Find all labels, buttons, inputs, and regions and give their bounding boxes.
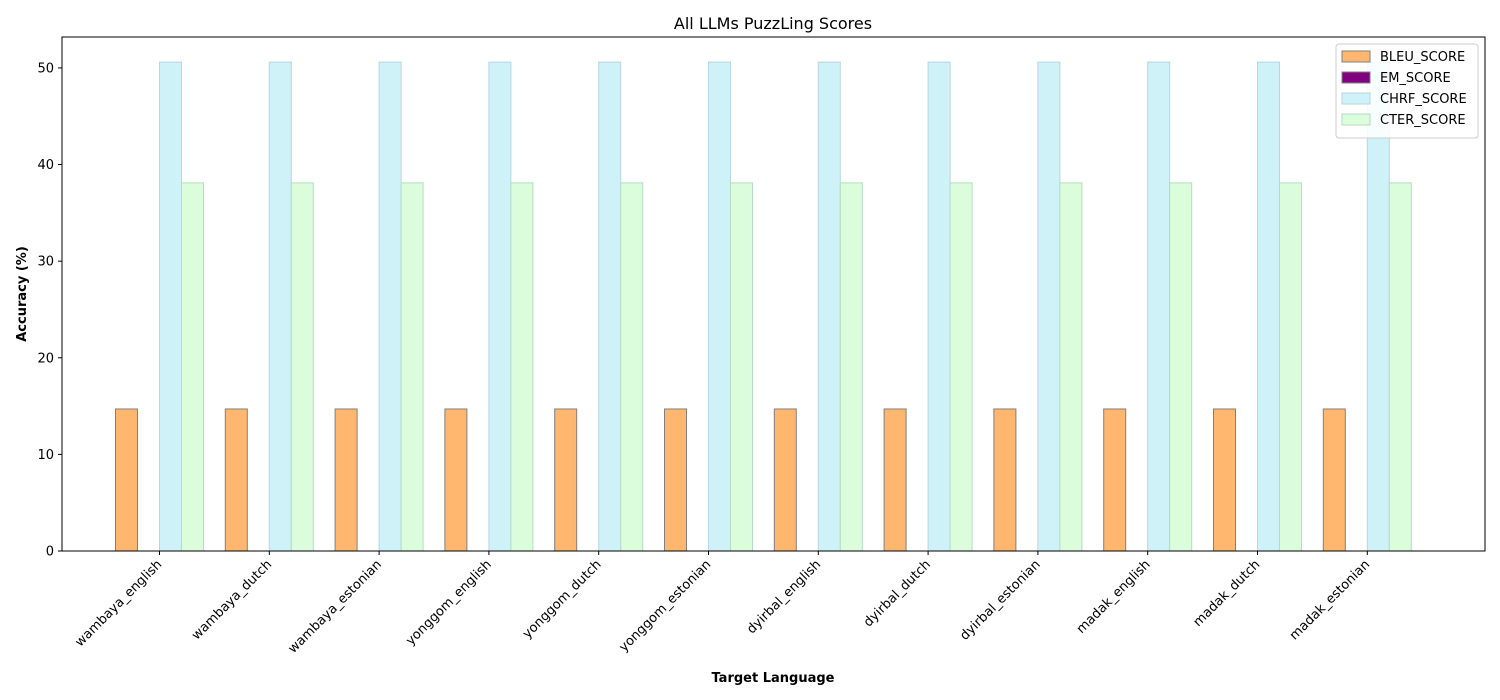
plot-frame — [61, 36, 1486, 552]
bar-cter-score-yonggom-english — [510, 182, 534, 552]
bar-bleu-score-madak-estonian — [1322, 408, 1346, 552]
bar-cter-score-wambaya-dutch — [290, 182, 314, 552]
bar-chrf-score-dyirbal-english — [817, 61, 841, 552]
bar-cter-score-yonggom-dutch — [620, 182, 644, 552]
bar-bleu-score-yonggom-english — [444, 408, 468, 552]
bar-chrf-score-dyirbal-dutch — [927, 61, 951, 552]
bar-chrf-score-wambaya-dutch — [268, 61, 292, 552]
bar-chrf-score-yonggom-estonian — [708, 61, 731, 552]
bar-chrf-score-yonggom-english — [488, 61, 512, 552]
y-tick-label: 50 — [37, 61, 54, 76]
bar-bleu-score-dyirbal-english — [773, 408, 797, 552]
bar-chrf-score-madak-english — [1147, 61, 1171, 552]
y-tick-label: 20 — [37, 351, 54, 366]
bar-bleu-score-yonggom-estonian — [664, 408, 687, 552]
bar-bleu-score-madak-english — [1103, 408, 1127, 552]
y-tick-label: 10 — [37, 448, 54, 463]
y-tick-label: 40 — [37, 158, 54, 173]
bar-cter-score-dyirbal-english — [839, 182, 863, 552]
bar-bleu-score-yonggom-dutch — [554, 408, 578, 552]
legend-label-em-score: EM_SCORE — [1380, 71, 1451, 86]
bar-bleu-score-madak-dutch — [1213, 408, 1236, 552]
legend-label-chrf-score: CHRF_SCORE — [1380, 92, 1467, 107]
legend-swatch-bleu-score — [1341, 50, 1371, 63]
bar-chrf-score-wambaya-estonian — [378, 61, 402, 552]
y-axis-label: Accuracy (%) — [15, 246, 30, 342]
x-axis-label: Target Language — [711, 671, 834, 686]
bar-bleu-score-dyirbal-dutch — [883, 408, 907, 552]
legend-swatch-em-score — [1341, 71, 1371, 84]
bar-cter-score-yonggom-estonian — [730, 182, 753, 552]
bar-chrf-score-yonggom-dutch — [598, 61, 622, 552]
bar-cter-score-madak-estonian — [1388, 182, 1412, 552]
bar-bleu-score-wambaya-english — [115, 408, 138, 552]
legend-label-bleu-score: BLEU_SCORE — [1380, 50, 1465, 65]
bar-bleu-score-dyirbal-estonian — [993, 408, 1017, 552]
bar-bleu-score-wambaya-dutch — [224, 408, 248, 552]
bar-cter-score-madak-dutch — [1279, 182, 1302, 552]
bar-cter-score-dyirbal-estonian — [1059, 182, 1083, 552]
bar-chrf-score-dyirbal-estonian — [1037, 61, 1061, 552]
legend-swatch-chrf-score — [1341, 92, 1371, 105]
bar-cter-score-wambaya-english — [181, 182, 204, 552]
chart-title: All LLMs PuzzLing Scores — [674, 14, 872, 33]
legend-label-cter-score: CTER_SCORE — [1380, 113, 1466, 128]
bar-cter-score-wambaya-estonian — [400, 182, 424, 552]
bar-chrf-score-madak-dutch — [1257, 61, 1280, 552]
bar-bleu-score-wambaya-estonian — [334, 408, 358, 552]
y-tick-label: 0 — [46, 545, 54, 560]
bars-layer — [115, 61, 1412, 552]
y-axis: 0 10 20 30 40 50 — [37, 61, 62, 560]
bar-chrf-score-wambaya-english — [159, 61, 182, 552]
y-tick-label: 30 — [37, 255, 54, 270]
bar-cter-score-dyirbal-dutch — [949, 182, 973, 552]
legend: BLEU_SCORE EM_SCORE CHRF_SCORE CTER_SCORE — [1335, 43, 1479, 139]
legend-swatch-cter-score — [1341, 113, 1371, 126]
legend-box — [1335, 43, 1479, 139]
bar-cter-score-madak-english — [1169, 182, 1193, 552]
